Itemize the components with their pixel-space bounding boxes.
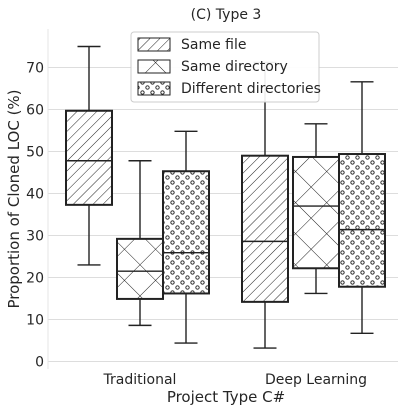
chart-title: (C) Type 3 [191,7,262,23]
box-different-directories-traditional [162,130,210,344]
legend-frame [130,31,320,103]
y-axis-label: Proportion of Cloned LOC (%) [5,89,23,308]
y-tick-label-10: 10 [26,313,44,329]
y-tick-label-20: 20 [26,271,44,287]
y-tick-labels: 0 10 20 30 40 50 60 70 [26,61,44,371]
legend-swatch-same-directory [137,59,171,74]
y-tick-label-30: 30 [26,229,44,245]
box-body [338,153,386,288]
box-body [65,109,113,206]
y-tick-label-40: 40 [26,187,44,203]
box-same-directory-traditional [116,160,164,327]
box-same-file-deep-learning [241,61,289,349]
box-body [292,155,340,270]
legend-item-different-directories: Different directories [137,81,321,97]
legend-swatch-same-file [137,37,171,52]
y-tick-label-0: 0 [35,355,44,371]
box-body [162,170,210,295]
box-body [116,237,164,300]
legend: Same file Same directory Different direc… [130,31,321,103]
box-same-directory-deep-learning [292,123,340,295]
x-tick-label-deep-learning: Deep Learning [265,372,367,388]
y-tick-label-50: 50 [26,145,44,161]
legend-swatch-different-directories [137,81,171,96]
legend-label-same-file: Same file [181,37,247,53]
box-same-file-traditional [65,45,113,266]
y-tick-label-60: 60 [26,103,44,119]
legend-item-same-directory: Same directory [137,59,288,75]
legend-label-different-directories: Different directories [181,81,321,97]
y-tick-label-70: 70 [26,61,44,77]
legend-item-same-file: Same file [137,37,247,53]
box-body [241,154,289,303]
x-tick-label-traditional: Traditional [103,372,177,388]
x-axis-label: Project Type C# [167,388,285,406]
legend-label-same-directory: Same directory [181,59,288,75]
boxes [65,45,386,349]
box-different-directories-deep-learning [338,81,386,335]
x-tick-labels: Traditional Deep Learning [103,372,368,388]
